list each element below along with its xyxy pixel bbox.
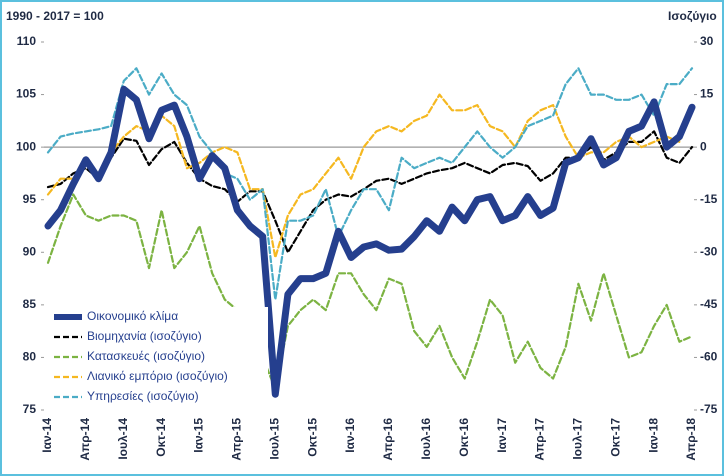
x-tick-label: Απρ-15 bbox=[230, 418, 244, 461]
legend-label: Κατασκευές (ισοζύγιο) bbox=[87, 349, 205, 363]
y-tick-label: 100 bbox=[16, 139, 36, 153]
series-line bbox=[44, 85, 696, 398]
y2-tick-label: -75 bbox=[700, 402, 718, 416]
x-tick-label: Ιουλ-15 bbox=[267, 418, 281, 460]
x-tick-label: Ιουλ-14 bbox=[116, 418, 130, 460]
y-tick-label: 75 bbox=[23, 402, 37, 416]
legend: Οικονομικό κλίμα Βιομηχανία (ισοζύγιο) Κατ… bbox=[50, 307, 268, 407]
x-tick-label: Απρ-14 bbox=[78, 418, 92, 461]
x-tick-label: Ιουλ-16 bbox=[419, 418, 433, 460]
legend-label: Βιομηχανία (ισοζύγιο) bbox=[87, 329, 202, 343]
y2-tick-label: -60 bbox=[700, 350, 718, 364]
x-tick-label: Οκτ-14 bbox=[154, 418, 168, 457]
legend-label: Οικονομικό κλίμα bbox=[87, 309, 178, 323]
y2-tick-label: -15 bbox=[700, 192, 718, 206]
y-tick-label: 95 bbox=[23, 192, 37, 206]
x-tick-label: Ιουλ-17 bbox=[571, 418, 585, 460]
y2-tick-label: -30 bbox=[700, 244, 718, 258]
series-line bbox=[46, 67, 694, 301]
y-tick-label: 105 bbox=[16, 87, 36, 101]
series-line bbox=[46, 193, 694, 391]
x-tick-label: Οκτ-17 bbox=[608, 418, 622, 457]
y2-axis-title: Ισοζύγιο bbox=[668, 9, 717, 23]
x-tick-label: Οκτ-16 bbox=[457, 418, 471, 457]
x-tick-label: Απρ-17 bbox=[533, 418, 547, 461]
y-tick-label: 80 bbox=[23, 350, 37, 364]
y2-tick-label: 30 bbox=[700, 34, 714, 48]
x-tick-label: Απρ-18 bbox=[684, 418, 698, 461]
y-tick-label: 110 bbox=[17, 34, 37, 48]
y2-tick-label: 15 bbox=[700, 87, 714, 101]
x-tick-label: Ιαν-18 bbox=[646, 418, 660, 453]
x-tick-label: Ιαν-16 bbox=[343, 418, 357, 453]
x-tick-label: Οκτ-15 bbox=[305, 418, 319, 457]
x-tick-label: Ιαν-17 bbox=[495, 418, 509, 453]
legend-box bbox=[50, 307, 268, 407]
chart-title: 1990 - 2017 = 100 bbox=[6, 9, 104, 23]
y2-tick-label: -45 bbox=[700, 297, 718, 311]
x-tick-label: Απρ-16 bbox=[381, 418, 395, 461]
y-tick-label: 90 bbox=[23, 244, 37, 258]
y2-tick-label: 0 bbox=[700, 139, 707, 153]
x-tick-label: Ιαν-15 bbox=[192, 418, 206, 453]
legend-label: Υπηρεσίες (ισοζύγιο) bbox=[87, 389, 199, 403]
legend-label: Λιανικό εμπόριο (ισοζύγιο) bbox=[87, 369, 228, 383]
y-tick-label: 85 bbox=[23, 297, 37, 311]
x-tick-label: Ιαν-14 bbox=[40, 418, 54, 453]
